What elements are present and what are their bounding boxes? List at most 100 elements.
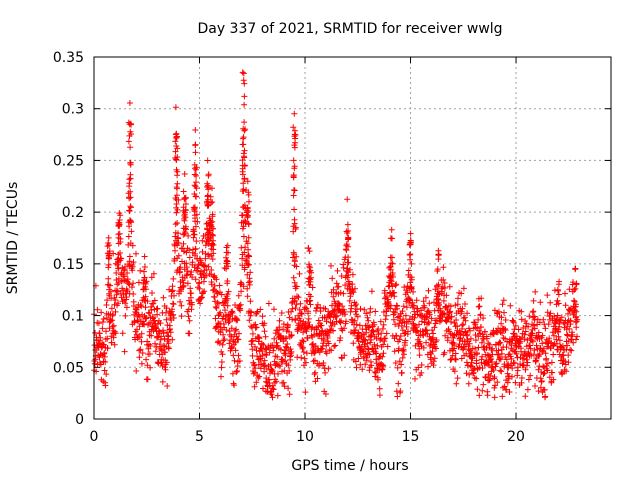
data-point bbox=[458, 290, 465, 297]
data-point bbox=[346, 297, 353, 304]
data-point bbox=[302, 304, 308, 311]
data-point bbox=[213, 305, 220, 311]
data-point bbox=[491, 307, 498, 314]
data-point bbox=[326, 326, 333, 333]
data-point bbox=[270, 386, 277, 393]
data-point bbox=[458, 308, 465, 315]
data-point bbox=[274, 392, 281, 399]
data-point bbox=[461, 314, 468, 321]
data-point bbox=[124, 276, 131, 283]
data-point bbox=[475, 316, 482, 323]
data-point bbox=[470, 369, 477, 376]
data-point bbox=[285, 385, 292, 392]
data-point bbox=[371, 341, 378, 348]
data-point bbox=[291, 279, 298, 286]
data-point bbox=[104, 335, 111, 342]
data-point bbox=[451, 368, 458, 375]
data-point bbox=[228, 309, 235, 315]
data-point bbox=[117, 257, 124, 264]
data-point bbox=[154, 321, 161, 327]
data-point bbox=[199, 248, 206, 255]
data-point bbox=[391, 293, 398, 300]
data-point bbox=[91, 360, 98, 367]
data-point bbox=[102, 382, 109, 389]
data-point bbox=[474, 386, 481, 393]
data-point bbox=[101, 367, 108, 374]
data-point bbox=[443, 292, 450, 299]
data-point bbox=[441, 349, 448, 356]
data-point bbox=[426, 300, 433, 307]
data-point bbox=[380, 363, 387, 369]
data-point bbox=[241, 93, 248, 100]
data-point bbox=[573, 301, 579, 308]
data-point bbox=[325, 365, 332, 372]
data-point bbox=[430, 358, 437, 365]
data-point bbox=[240, 233, 247, 240]
data-point bbox=[551, 313, 558, 320]
data-point bbox=[180, 240, 187, 247]
data-point bbox=[312, 369, 319, 376]
data-point bbox=[177, 298, 184, 305]
data-point bbox=[276, 317, 283, 324]
data-point bbox=[444, 334, 451, 341]
data-point bbox=[137, 302, 144, 308]
data-point bbox=[126, 262, 133, 269]
data-point bbox=[181, 196, 188, 203]
data-point bbox=[375, 376, 381, 383]
data-point bbox=[402, 337, 409, 344]
data-point bbox=[300, 338, 307, 345]
data-point bbox=[269, 394, 276, 401]
data-point bbox=[537, 299, 544, 306]
data-point bbox=[421, 304, 428, 311]
data-point bbox=[270, 347, 277, 354]
data-point bbox=[399, 354, 406, 361]
data-point bbox=[530, 308, 537, 315]
data-point bbox=[472, 345, 479, 352]
data-point bbox=[160, 327, 166, 334]
data-point bbox=[436, 318, 443, 325]
data-point bbox=[415, 364, 422, 371]
data-point bbox=[545, 321, 552, 328]
data-point bbox=[141, 253, 148, 260]
data-point bbox=[180, 279, 187, 286]
data-point bbox=[333, 312, 340, 319]
data-point bbox=[226, 340, 233, 347]
data-point bbox=[209, 213, 216, 220]
data-point bbox=[186, 317, 193, 324]
data-point bbox=[112, 297, 119, 303]
data-point bbox=[394, 364, 401, 371]
data-point bbox=[224, 242, 231, 249]
data-point bbox=[228, 325, 235, 332]
data-point bbox=[291, 262, 298, 269]
data-point bbox=[495, 347, 502, 354]
data-point bbox=[239, 171, 246, 178]
data-point bbox=[498, 350, 505, 357]
data-point bbox=[387, 305, 394, 312]
data-point bbox=[493, 360, 500, 367]
data-point bbox=[138, 360, 145, 367]
data-point bbox=[181, 211, 188, 218]
data-point bbox=[261, 368, 268, 375]
data-point bbox=[407, 284, 414, 291]
data-point bbox=[217, 309, 224, 316]
data-point bbox=[210, 232, 217, 239]
data-point bbox=[314, 375, 321, 382]
data-point bbox=[96, 330, 103, 337]
data-point bbox=[204, 225, 210, 232]
data-point bbox=[193, 211, 200, 218]
data-point bbox=[115, 275, 122, 282]
data-point bbox=[142, 279, 149, 286]
data-point bbox=[525, 323, 532, 330]
data-point bbox=[329, 275, 336, 282]
data-point bbox=[212, 315, 219, 322]
data-point bbox=[311, 357, 318, 364]
data-point bbox=[280, 321, 287, 328]
data-point bbox=[244, 178, 251, 185]
data-point bbox=[543, 355, 550, 362]
data-point bbox=[94, 306, 101, 313]
data-point bbox=[303, 328, 310, 335]
data-point bbox=[431, 324, 438, 331]
data-point bbox=[316, 360, 323, 367]
data-point bbox=[344, 265, 350, 272]
